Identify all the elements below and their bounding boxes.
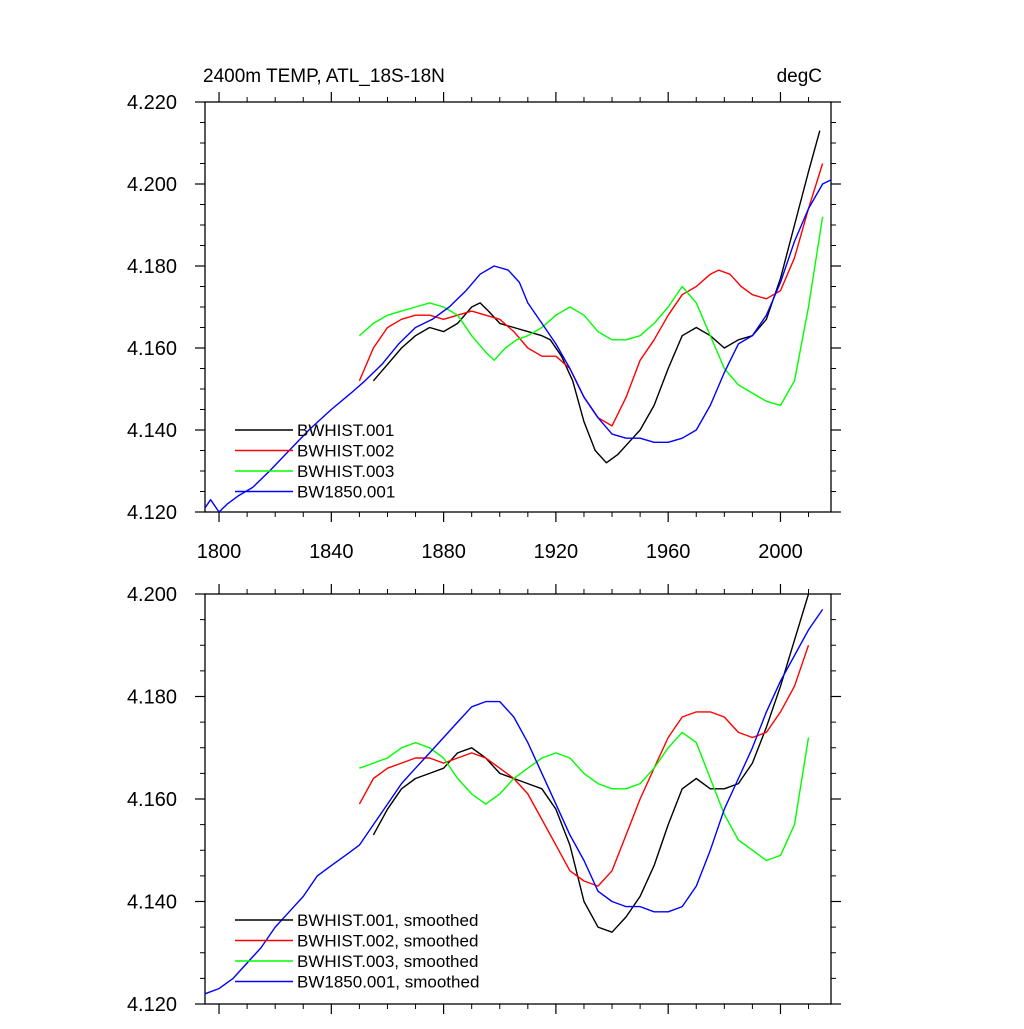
legend-label: BWHIST.003	[297, 462, 394, 481]
bottom-panel: 4.120 4.140 4.160 4.180 4.200 BWHIST.001, smo…	[127, 584, 841, 1016]
x-tick-label: 1880	[421, 541, 466, 563]
y-tick-label: 4.160	[127, 338, 177, 360]
y-tick-label: 4.180	[127, 687, 177, 709]
x-tick-label: 1960	[646, 541, 691, 563]
y-tick-label: 4.180	[127, 256, 177, 278]
series-line-0	[372, 594, 810, 933]
legend-label: BWHIST.001, smoothed	[297, 911, 478, 930]
y-tick-label: 4.160	[127, 789, 177, 811]
legend-label: BWHIST.002	[297, 442, 394, 461]
series-line-2	[359, 731, 810, 862]
legend-label: BWHIST.003, smoothed	[297, 952, 478, 971]
x-tick-label: 1920	[534, 541, 579, 563]
legend-label: BWHIST.002, smoothed	[297, 932, 478, 951]
y-tick-label: 4.220	[127, 92, 177, 114]
y-tick-label: 4.120	[127, 994, 177, 1016]
x-tick-label: 1800	[197, 541, 242, 563]
top-panel: 4.120 4.140 4.160 4.180 4.200 4.220 1800 1840 18…	[127, 92, 841, 563]
y-tick-label: 4.140	[127, 892, 177, 914]
series-line-2	[358, 216, 824, 407]
y-tick-label: 4.140	[127, 420, 177, 442]
series-line-1	[358, 163, 824, 427]
x-tick-label: 1840	[309, 541, 354, 563]
series-line-3	[205, 179, 831, 512]
legend-label: BWHIST.001	[297, 421, 394, 440]
legend-label: BW1850.001	[297, 483, 395, 502]
series-line-1	[358, 644, 810, 887]
y-tick-label: 4.120	[127, 502, 177, 524]
header-units: degC	[777, 66, 822, 87]
series-line-3	[205, 609, 824, 995]
legend-label: BW1850.001, smoothed	[297, 973, 479, 992]
y-tick-label: 4.200	[127, 174, 177, 196]
header-left-title: 2400m TEMP, ATL_18S-18N	[203, 66, 445, 87]
x-tick-label: 2000	[758, 541, 803, 563]
series-line-0	[372, 130, 821, 464]
y-tick-label: 4.200	[127, 584, 177, 606]
